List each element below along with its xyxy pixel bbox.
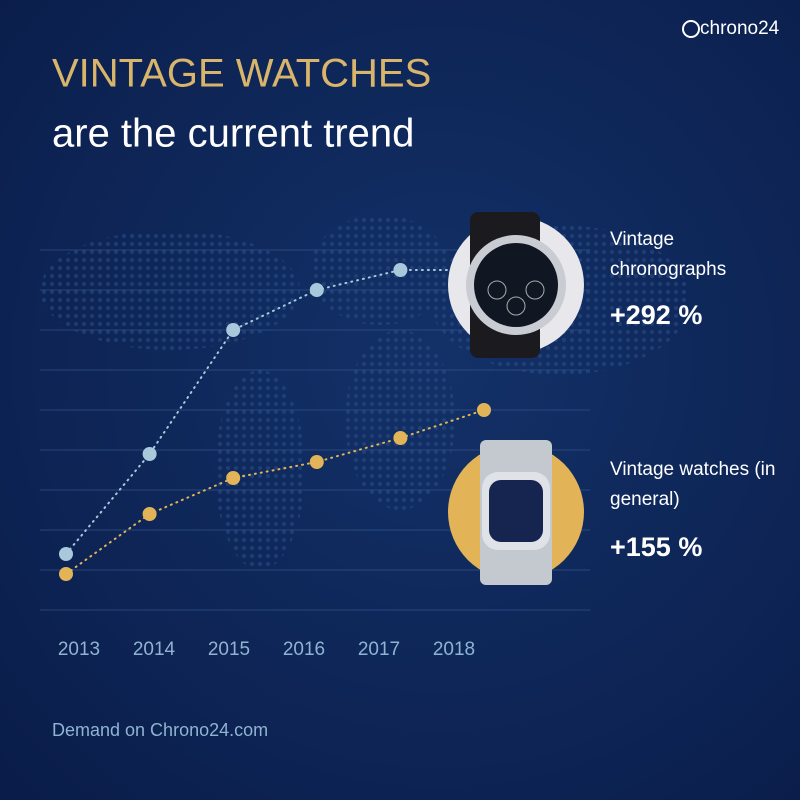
x-tick-label: 2017 [358,639,400,660]
x-tick-label: 2014 [133,639,176,660]
footer: Demand on Chrono24.com [52,720,268,740]
chart-subtitle: are the current trend [52,112,414,156]
data-point [226,323,241,337]
data-point [309,283,324,297]
watch-general [448,440,584,585]
legend-entry: Vintage chronographs [610,229,727,280]
x-tick-label: 2013 [58,639,100,660]
series-line [65,269,457,555]
data-point [59,547,73,561]
data-point [309,455,324,469]
watch-chrono [448,212,584,358]
data-point [226,471,241,485]
data-point [477,403,491,417]
series-line [65,409,485,575]
data-point [393,263,408,277]
data-point [142,507,157,521]
chart-title: VINTAGE WATCHES [52,52,431,96]
x-tick-label: 2016 [283,639,325,660]
annotation: +292 % [610,300,703,330]
data-point [59,567,73,581]
annotation: +155 % [610,532,703,562]
legend-entry: Vintage watches (in general) [610,459,776,510]
brand: chrono24 [700,18,780,39]
x-tick-label: 2018 [433,639,475,660]
data-point [142,447,157,461]
logo: chrono24 [682,18,780,39]
x-tick-label: 2015 [208,639,250,660]
data-point [393,431,408,445]
plot [59,263,491,581]
